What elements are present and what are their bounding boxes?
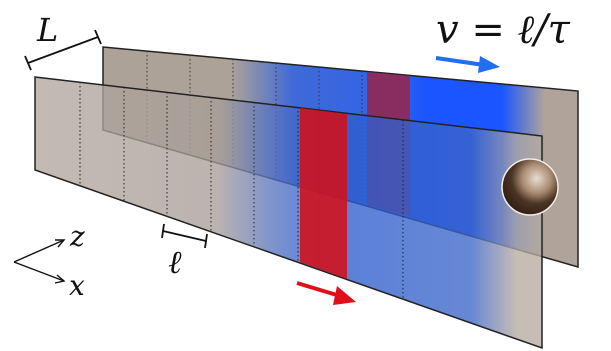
front-panel-dividers bbox=[79, 82, 404, 299]
red-direction-arrow bbox=[296, 281, 356, 305]
L-dimension-marker bbox=[24, 29, 102, 71]
coordinate-axes bbox=[13, 239, 66, 284]
axis-x-label: x bbox=[69, 269, 85, 302]
ell-dimension-marker bbox=[161, 223, 208, 249]
front-panel-surface bbox=[34, 76, 543, 350]
axis-z-label: z bbox=[69, 220, 85, 253]
label-L: L bbox=[36, 11, 58, 49]
velocity-equation: v = ℓ/τ bbox=[436, 7, 571, 53]
label-ell: ℓ bbox=[168, 243, 182, 281]
front-panel-red-stripe bbox=[300, 108, 347, 279]
front-panel bbox=[34, 76, 559, 350]
circular-feature bbox=[501, 158, 559, 216]
blue-velocity-arrow bbox=[435, 56, 500, 73]
